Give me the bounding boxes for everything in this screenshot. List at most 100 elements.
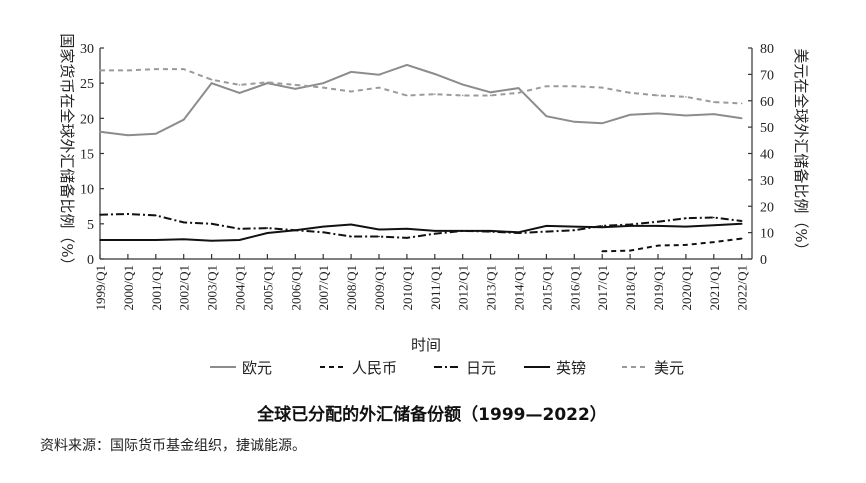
data-point (685, 114, 687, 117)
x-tick-label: 2010/Q1 (400, 265, 415, 311)
legend-label: 日元 (466, 359, 496, 377)
data-point (127, 213, 129, 215)
y-tick-label-right: 80 (760, 42, 774, 57)
data-point (155, 68, 157, 70)
data-point (740, 117, 743, 120)
data-point (378, 86, 380, 89)
data-point (238, 84, 241, 86)
x-tick-label: 2019/Q1 (651, 265, 666, 311)
data-point (629, 114, 631, 116)
y-tick-label-left: 30 (80, 42, 94, 57)
data-point (461, 83, 464, 86)
data-point (238, 239, 241, 241)
chart-title: 全球已分配的外汇储备份额（1999—2022） (256, 404, 607, 425)
data-point (350, 223, 352, 226)
axes: 0 5 10 15 20 25 30 0 10 20 30 40 50 60 70 80 1999/Q1 2000… (80, 42, 774, 311)
y-tick-label-left: 5 (87, 218, 94, 233)
data-point (406, 94, 408, 97)
data-point (406, 64, 408, 66)
data-point (657, 244, 659, 247)
y-tick-label-left: 10 (80, 183, 94, 198)
series-line-0 (99, 63, 742, 137)
data-point (713, 241, 715, 243)
data-point (322, 225, 325, 228)
x-tick-label: 2012/Q1 (456, 265, 471, 311)
data-point (322, 86, 325, 89)
data-point (182, 238, 185, 241)
data-point (378, 73, 380, 76)
y-tick-label-left: 25 (80, 77, 94, 92)
y-tick-label-right: 70 (760, 68, 774, 83)
data-point (740, 220, 743, 222)
x-tick-label: 1999/Q1 (93, 265, 108, 311)
data-point (99, 69, 101, 72)
x-tick-label: 2022/Q1 (735, 265, 750, 311)
data-point (489, 230, 492, 232)
x-tick-label: 2020/Q1 (679, 265, 694, 311)
y-axis-right-label: 美元在全球外汇储备比例（%） (792, 48, 810, 257)
y-axis-left-label: 国家货币在全球外汇储备比例（%） (58, 33, 76, 272)
data-point (210, 82, 213, 84)
y-tick-label-right: 10 (760, 227, 774, 242)
data-point (657, 112, 659, 115)
x-tick-label: 2017/Q1 (595, 265, 610, 311)
data-point (182, 118, 185, 121)
data-point (545, 85, 548, 88)
x-tick-label: 2005/Q1 (260, 265, 275, 311)
data-point (517, 92, 520, 94)
x-tick-label: 2004/Q1 (233, 265, 248, 311)
series-line-1 (602, 237, 742, 253)
data-point (294, 229, 297, 231)
data-point (573, 85, 576, 88)
y-tick-label-right: 20 (760, 200, 774, 215)
y-tick-label-right: 40 (760, 148, 774, 163)
data-point (434, 230, 436, 232)
data-point (406, 227, 408, 230)
y-tick-label-left: 15 (80, 148, 94, 163)
data-point (127, 134, 129, 137)
data-point (434, 73, 436, 75)
x-tick-label: 2000/Q1 (121, 265, 136, 311)
data-point (713, 224, 715, 227)
data-point (545, 115, 548, 118)
data-point (601, 122, 603, 125)
data-point (629, 249, 631, 252)
data-point (127, 239, 129, 241)
data-point (489, 94, 492, 97)
data-point (489, 91, 492, 94)
data-point (713, 113, 715, 115)
data-point (517, 87, 520, 89)
series-line-2 (99, 212, 742, 239)
y-tick-label-left: 0 (87, 253, 94, 268)
data-point (350, 71, 352, 73)
data-point (294, 84, 297, 86)
y-tick-label-right: 60 (760, 95, 774, 110)
data-point (182, 68, 185, 70)
y-tick-label-left: 20 (80, 112, 94, 127)
data-point (99, 130, 101, 133)
data-point (573, 229, 576, 231)
data-point (685, 95, 687, 98)
y-tick-label-right: 50 (760, 121, 774, 136)
x-tick-label: 2021/Q1 (707, 265, 722, 311)
x-tick-label: 2006/Q1 (288, 265, 303, 311)
data-point (266, 81, 269, 84)
series-line-3 (100, 222, 742, 242)
data-point (434, 93, 436, 95)
y-tick-label-right: 0 (760, 253, 767, 268)
data-point (210, 78, 213, 81)
data-point (545, 225, 548, 227)
data-point (657, 220, 659, 223)
data-point (155, 214, 157, 217)
legend: 欧元 人民币 日元 英镑 美元 (210, 359, 684, 377)
data-point (601, 86, 603, 89)
data-point (210, 223, 213, 225)
data-point (517, 231, 520, 234)
data-point (601, 250, 603, 253)
data-point (573, 225, 576, 228)
x-tick-label: 2009/Q1 (372, 265, 387, 311)
x-tick-label: 2001/Q1 (149, 265, 164, 311)
legend-label: 人民币 (352, 359, 397, 377)
data-point (155, 239, 157, 241)
x-tick-label: 2015/Q1 (539, 265, 554, 311)
